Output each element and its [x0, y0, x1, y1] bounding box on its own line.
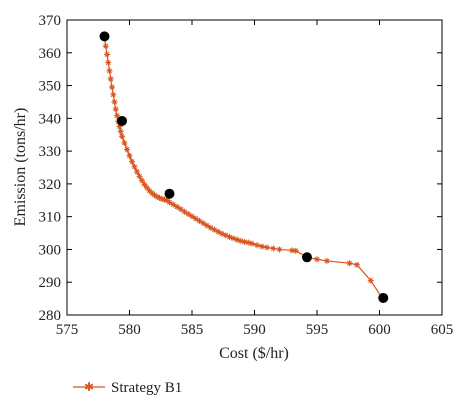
data-point — [139, 177, 145, 184]
data-point — [181, 208, 188, 215]
y-tick-label: 310 — [39, 210, 62, 226]
data-point — [354, 261, 360, 268]
highlighted-point — [117, 115, 127, 126]
x-tick-label: 585 — [181, 322, 204, 338]
data-point — [102, 43, 109, 50]
data-point — [131, 163, 138, 170]
data-point — [105, 59, 112, 66]
data-point — [124, 146, 130, 153]
y-tick-label: 350 — [39, 79, 62, 95]
data-point — [185, 211, 192, 218]
highlighted-point — [378, 292, 389, 303]
y-tick-label: 280 — [39, 308, 62, 324]
x-tick-label: 575 — [56, 322, 79, 338]
legend-marker: ✱ — [84, 380, 94, 394]
data-point — [112, 106, 119, 113]
data-point — [314, 256, 320, 263]
data-point — [324, 257, 330, 264]
y-tick-label: 300 — [39, 242, 62, 258]
data-point — [177, 206, 184, 213]
data-point — [141, 181, 148, 188]
data-point — [107, 76, 114, 82]
x-tick-label: 590 — [243, 322, 266, 338]
data-point — [119, 133, 125, 140]
legend-label: Strategy B1 — [111, 380, 182, 396]
data-point — [174, 203, 180, 210]
x-tick-label: 600 — [368, 322, 391, 338]
y-tick-label: 320 — [39, 177, 62, 193]
y-tick-label: 370 — [39, 13, 62, 29]
data-point — [346, 260, 353, 267]
highlighted-point — [302, 252, 312, 263]
data-point — [134, 168, 140, 175]
data-point — [106, 67, 113, 74]
x-ticks: 575 580 585 590 595 600 605 — [56, 20, 454, 338]
highlighted-point — [164, 188, 175, 199]
data-point — [264, 244, 270, 251]
data-point — [276, 246, 283, 253]
y-tick-label: 330 — [39, 144, 62, 160]
data-point — [241, 238, 248, 245]
x-tick-label: 595 — [306, 322, 329, 338]
highlighted-point — [99, 31, 110, 42]
highlight-layer — [99, 31, 389, 303]
data-point — [292, 247, 299, 254]
data-point — [270, 245, 277, 252]
y-ticks: 280 290 300 310 320 330 340 350 360 370 — [39, 13, 442, 324]
data-point — [200, 220, 207, 227]
data-point — [110, 91, 117, 98]
series-layer — [101, 33, 385, 301]
data-point — [136, 173, 143, 180]
y-tick-label: 360 — [39, 46, 62, 62]
x-axis-label: Cost ($/hr) — [219, 345, 289, 362]
data-point — [254, 242, 260, 249]
data-point — [104, 51, 110, 58]
y-tick-label: 290 — [39, 275, 62, 291]
data-point — [111, 98, 118, 105]
data-point — [121, 139, 128, 146]
data-point — [259, 243, 265, 250]
legend: ✱ Strategy B1 — [73, 380, 182, 396]
data-point — [126, 152, 133, 159]
series-line — [103, 36, 383, 299]
data-point — [114, 112, 120, 119]
data-point — [117, 128, 124, 135]
data-point — [230, 235, 237, 242]
data-point — [249, 240, 255, 247]
data-point — [367, 277, 374, 284]
x-tick-label: 605 — [431, 322, 454, 338]
data-point — [129, 158, 135, 165]
x-tick-label: 580 — [118, 322, 141, 338]
plot-frame — [66, 19, 443, 316]
y-tick-label: 340 — [39, 111, 62, 127]
y-axis-label: Emission (tons/hr) — [12, 108, 29, 227]
data-point — [109, 84, 115, 91]
